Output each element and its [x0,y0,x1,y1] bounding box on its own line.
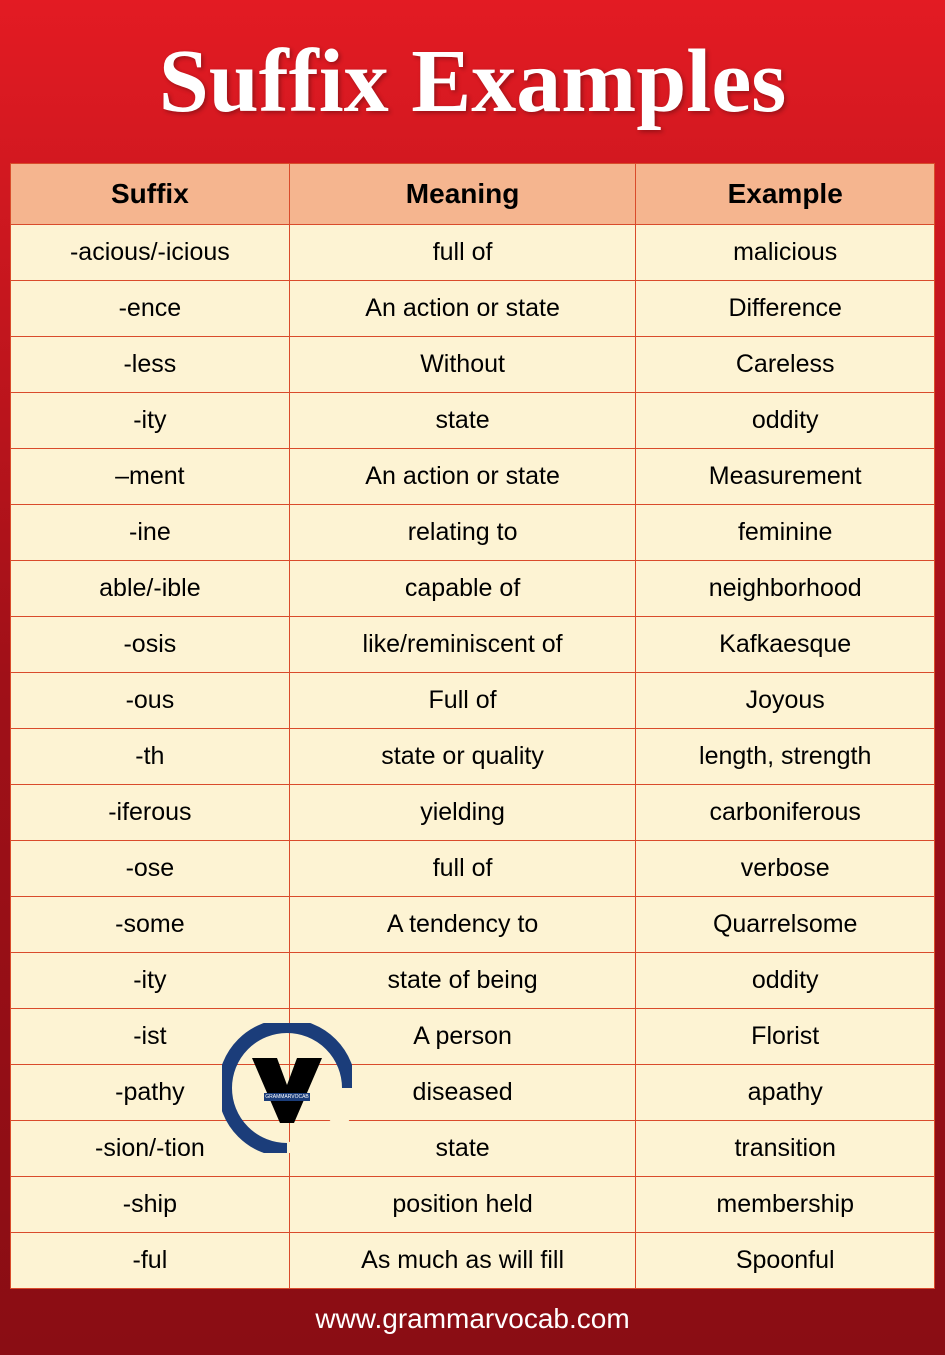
table-cell: -ship [11,1177,290,1233]
table-cell: A tendency to [289,897,636,953]
table-cell: full of [289,225,636,281]
table-row: –mentAn action or stateMeasurement [11,449,935,505]
table-cell: Full of [289,673,636,729]
table-cell: apathy [636,1065,935,1121]
table-cell: Spoonful [636,1233,935,1289]
table-cell: membership [636,1177,935,1233]
table-cell: yielding [289,785,636,841]
table-row: -itystate of beingoddity [11,953,935,1009]
table-cell: -ence [11,281,290,337]
table-row: -itystateoddity [11,393,935,449]
table-cell: Difference [636,281,935,337]
table-row: -thstate or qualitylength, strength [11,729,935,785]
table-row: -someA tendency toQuarrelsome [11,897,935,953]
table-cell: Florist [636,1009,935,1065]
table-cell: state of being [289,953,636,1009]
logo-tagline: GRAMMARVOCAB [265,1094,309,1100]
table-row: -lessWithoutCareless [11,337,935,393]
table-row: -iferousyieldingcarboniferous [11,785,935,841]
table-cell: -less [11,337,290,393]
col-header-example: Example [636,164,935,225]
suffix-table: Suffix Meaning Example -acious/-iciousfu… [10,163,935,1289]
table-cell: Measurement [636,449,935,505]
table-cell: capable of [289,561,636,617]
table-cell: –ment [11,449,290,505]
table-row: -acious/-iciousfull ofmalicious [11,225,935,281]
table-cell: -some [11,897,290,953]
table-row: -ousFull ofJoyous [11,673,935,729]
table-row: -osislike/reminiscent ofKafkaesque [11,617,935,673]
table-cell: -ous [11,673,290,729]
table-row: -istA personFlorist [11,1009,935,1065]
table-cell: -acious/-icious [11,225,290,281]
table-cell: verbose [636,841,935,897]
table-cell: -iferous [11,785,290,841]
infographic-container: Suffix Examples Suffix Meaning Example -… [0,0,945,1355]
table-cell: relating to [289,505,636,561]
table-cell: feminine [636,505,935,561]
table-cell: like/reminiscent of [289,617,636,673]
col-header-meaning: Meaning [289,164,636,225]
table-row: -fulAs much as will fillSpoonful [11,1233,935,1289]
table-cell: -ful [11,1233,290,1289]
table-header-row: Suffix Meaning Example [11,164,935,225]
table-cell: Careless [636,337,935,393]
table-cell: As much as will fill [289,1233,636,1289]
table-row: able/-iblecapable ofneighborhood [11,561,935,617]
table-cell: An action or state [289,449,636,505]
table-cell: Kafkaesque [636,617,935,673]
table-cell: Without [289,337,636,393]
table-cell: state or quality [289,729,636,785]
col-header-suffix: Suffix [11,164,290,225]
table-cell: -ose [11,841,290,897]
table-cell: position held [289,1177,636,1233]
table-cell: Joyous [636,673,935,729]
table-row: -pathydiseasedapathy [11,1065,935,1121]
table-row: -enceAn action or stateDifference [11,281,935,337]
footer-url: www.grammarvocab.com [10,1289,935,1345]
table-cell: state [289,393,636,449]
table-cell: -osis [11,617,290,673]
table-cell: full of [289,841,636,897]
table-cell: -th [11,729,290,785]
table-cell: Quarrelsome [636,897,935,953]
table-cell: -ity [11,953,290,1009]
table-row: -inerelating tofeminine [11,505,935,561]
table-cell: malicious [636,225,935,281]
page-title: Suffix Examples [10,10,935,163]
table-row: -osefull ofverbose [11,841,935,897]
table-cell: An action or state [289,281,636,337]
table-cell: oddity [636,393,935,449]
brand-logo-icon: GRAMMARVOCAB [222,1023,352,1153]
table-cell: length, strength [636,729,935,785]
table-row: -sion/-tionstatetransition [11,1121,935,1177]
table-cell: -ity [11,393,290,449]
table-cell: oddity [636,953,935,1009]
table-cell: carboniferous [636,785,935,841]
table-cell: able/-ible [11,561,290,617]
table-cell: neighborhood [636,561,935,617]
table-row: -shipposition heldmembership [11,1177,935,1233]
table-cell: -ine [11,505,290,561]
table-cell: transition [636,1121,935,1177]
